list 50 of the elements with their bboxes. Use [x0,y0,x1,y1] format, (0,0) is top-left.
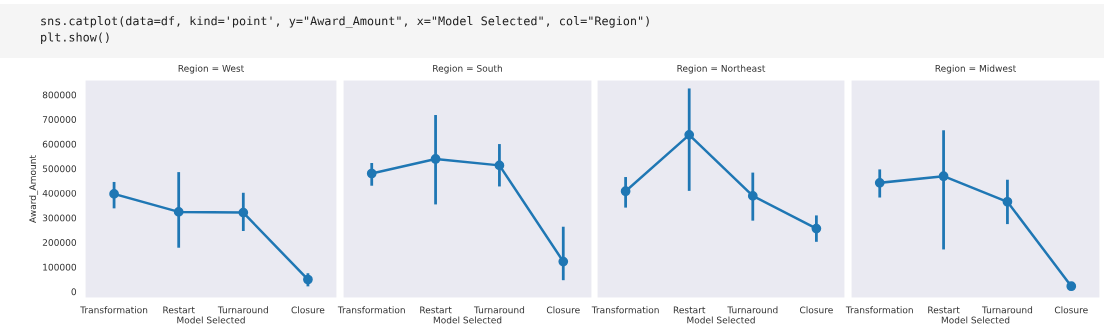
y-tick-label: 300000 [42,214,77,222]
x-tick-label: Turnaround [981,306,1033,314]
point [874,177,885,188]
chart-title: Region = Northeast [677,64,766,74]
y-tick-label: 400000 [42,189,77,197]
x-tick-label: Turnaround [473,306,525,314]
y-tick-label: 500000 [42,165,77,173]
x-axis-title: Model Selected [433,316,502,324]
chart-title: Region = West [178,64,244,74]
x-tick-label: Transformation [845,306,913,314]
x-tick-label: Turnaround [217,306,268,314]
y-axis-title: Award_Amount [29,155,39,223]
x-axis-title: Model Selected [687,316,755,324]
point [684,130,695,140]
x-tick-label: Closure [546,306,580,314]
point [366,168,377,179]
x-tick-label: Transformation [80,306,148,314]
x-axis-title: Model Selected [177,316,245,324]
y-tick-label: 100000 [43,263,77,271]
x-tick-label: Turnaround [727,306,778,314]
point [811,223,822,234]
chart-title: Region = Midwest [935,64,1016,74]
point [494,160,505,171]
y-tick-label: 600000 [42,140,77,148]
x-tick-label: Transformation [337,306,405,314]
x-axis-title: Model Selected [941,316,1010,324]
x-tick-label: Restart [420,306,452,314]
y-tick-label: 200000 [42,239,77,246]
x-tick-label: Closure [1054,306,1088,314]
x-tick-label: Closure [799,306,833,314]
point [430,154,441,164]
point [173,207,184,217]
x-tick-label: Restart [928,306,960,314]
point [938,171,949,182]
point [109,189,119,199]
point [238,207,249,218]
point [620,186,631,197]
point [747,191,758,201]
x-tick-label: Closure [291,306,325,314]
point [1002,196,1013,207]
x-tick-label: Transformation [591,306,659,314]
y-tick-label: 0 [71,288,77,296]
point [1066,281,1077,292]
text: sns.catplot(data=df, kind='point', y="Award_Amount", x="Model Selected", col="Region") plt.show() [41,16,649,44]
point [558,256,569,267]
y-tick-label: 800000 [42,91,77,99]
x-tick-label: Restart [163,306,195,314]
chart-title: Region = South [433,64,502,74]
x-tick-label: Restart [673,306,706,314]
y-tick-label: 700000 [42,116,77,123]
